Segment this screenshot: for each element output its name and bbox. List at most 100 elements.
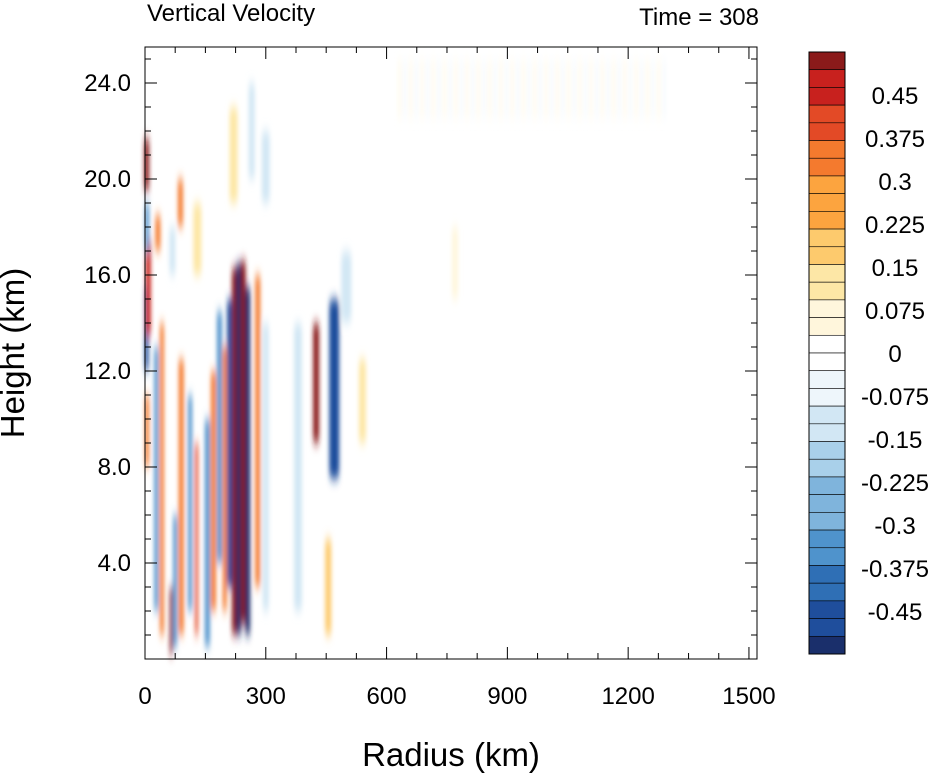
noise-streak-15 — [483, 59, 485, 119]
velocity-streak-36 — [261, 131, 270, 203]
colorbar-label: -0.3 — [874, 513, 915, 540]
colorbar-cell — [808, 423, 846, 442]
noise-streak-19 — [505, 59, 508, 119]
noise-streak-37 — [607, 59, 609, 119]
noise-streak-2 — [409, 59, 412, 119]
noise-streak-32 — [579, 59, 581, 119]
y-axis-label: Height (km) — [0, 268, 31, 439]
noise-streak-44 — [646, 59, 649, 119]
colorbar-cell — [808, 281, 846, 301]
noise-streak-1 — [404, 59, 406, 119]
velocity-streak-33 — [248, 83, 255, 179]
x-tick-label: 900 — [487, 683, 527, 710]
colorbar-cell — [808, 565, 846, 584]
velocity-streak-23 — [169, 227, 176, 275]
noise-streak-40 — [624, 59, 626, 119]
noise-streak-18 — [500, 59, 502, 119]
colorbar-label: 0.3 — [878, 169, 911, 196]
colorbar-label: -0.375 — [861, 556, 929, 583]
velocity-streak-34 — [193, 203, 202, 275]
noise-streak-31 — [573, 59, 575, 119]
velocity-streak-0 — [231, 267, 237, 635]
noise-streak-6 — [432, 59, 434, 119]
noise-streak-4 — [421, 59, 423, 119]
colorbar-label: 0.075 — [865, 298, 925, 325]
colorbar-label: 0.375 — [865, 126, 925, 153]
velocity-streak-27 — [329, 299, 340, 479]
colorbar-cell — [808, 299, 846, 318]
noise-streak-39 — [618, 59, 620, 119]
colorbar-cell — [808, 140, 846, 159]
colorbar-cell — [808, 405, 846, 425]
noise-streak-35 — [595, 59, 598, 119]
y-tick-label: 16.0 — [84, 262, 131, 289]
velocity-streak-14 — [159, 323, 164, 635]
chart-subtitle: Time = 308 — [639, 4, 759, 31]
colorbar-cell — [808, 193, 846, 212]
colorbar-label: -0.225 — [861, 470, 929, 497]
noise-streak-12 — [466, 59, 468, 119]
colorbar-cell — [808, 122, 846, 141]
x-tick-label: 1500 — [722, 683, 775, 710]
noise-streak-47 — [663, 59, 666, 119]
colorbar-cell — [808, 264, 846, 283]
noise-streak-27 — [550, 59, 553, 119]
colorbar-cell — [808, 388, 846, 407]
colorbar-cell — [808, 458, 846, 478]
noise-streak-28 — [556, 59, 558, 119]
colorbar-label: 0 — [888, 341, 901, 368]
velocity-streak-20 — [145, 395, 150, 467]
velocity-streak-7 — [210, 371, 216, 611]
colorbar-cell — [808, 618, 846, 637]
colorbar-label: 0.225 — [865, 212, 925, 239]
y-tick-label: 20.0 — [84, 166, 131, 193]
velocity-streak-6 — [216, 311, 222, 563]
noise-streak-43 — [641, 59, 643, 119]
velocity-streak-12 — [173, 515, 178, 647]
y-tick-label: 8.0 — [98, 454, 131, 481]
noise-streak-26 — [545, 59, 547, 119]
velocity-streak-15 — [154, 347, 159, 611]
velocity-streak-30 — [325, 539, 332, 635]
noise-streak-30 — [567, 59, 570, 119]
velocity-streak-25 — [262, 323, 269, 611]
colorbar-cell — [808, 441, 846, 460]
velocity-streak-10 — [188, 395, 193, 611]
noise-streak-29 — [562, 59, 564, 119]
velocity-streak-1 — [236, 263, 242, 635]
x-axis-ticks: 0 300 600 900 1200 1500 — [138, 47, 776, 710]
velocity-streak-31 — [341, 251, 352, 323]
velocity-streak-21 — [155, 215, 161, 251]
x-axis-label: Radius (km) — [362, 736, 540, 773]
plot-area — [144, 46, 758, 660]
noise-streak-14 — [477, 59, 480, 119]
x-tick-label: 300 — [246, 683, 286, 710]
y-tick-label: 24.0 — [84, 70, 131, 97]
chart-title: Vertical Velocity — [147, 0, 315, 27]
velocity-streak-4 — [227, 299, 233, 587]
colorbar-cell — [808, 334, 846, 354]
velocity-streak-26 — [313, 323, 320, 443]
velocity-streak-28 — [358, 359, 366, 443]
y-tick-label: 4.0 — [98, 550, 131, 577]
noise-streak-45 — [652, 59, 654, 119]
colorbar-cell — [808, 246, 846, 265]
colorbar-cell — [808, 529, 846, 549]
velocity-streak-13 — [169, 587, 173, 655]
velocity-streak-5 — [222, 347, 227, 611]
colorbar-cell — [808, 317, 846, 336]
noise-streak-25 — [539, 59, 542, 119]
noise-streak-38 — [612, 59, 615, 119]
y-tick-label: 12.0 — [84, 358, 131, 385]
noise-streak-41 — [629, 59, 632, 119]
colorbar-cell — [808, 512, 846, 531]
noise-streak-0 — [398, 59, 401, 119]
velocity-streak-9 — [195, 443, 199, 635]
colorbar-cell — [808, 476, 846, 495]
colorbar-label: -0.15 — [868, 427, 923, 454]
x-tick-label: 600 — [367, 683, 407, 710]
velocity-field — [144, 59, 666, 655]
noise-streak-3 — [415, 59, 418, 119]
noise-streak-33 — [584, 59, 587, 119]
noise-streak-17 — [494, 59, 496, 119]
